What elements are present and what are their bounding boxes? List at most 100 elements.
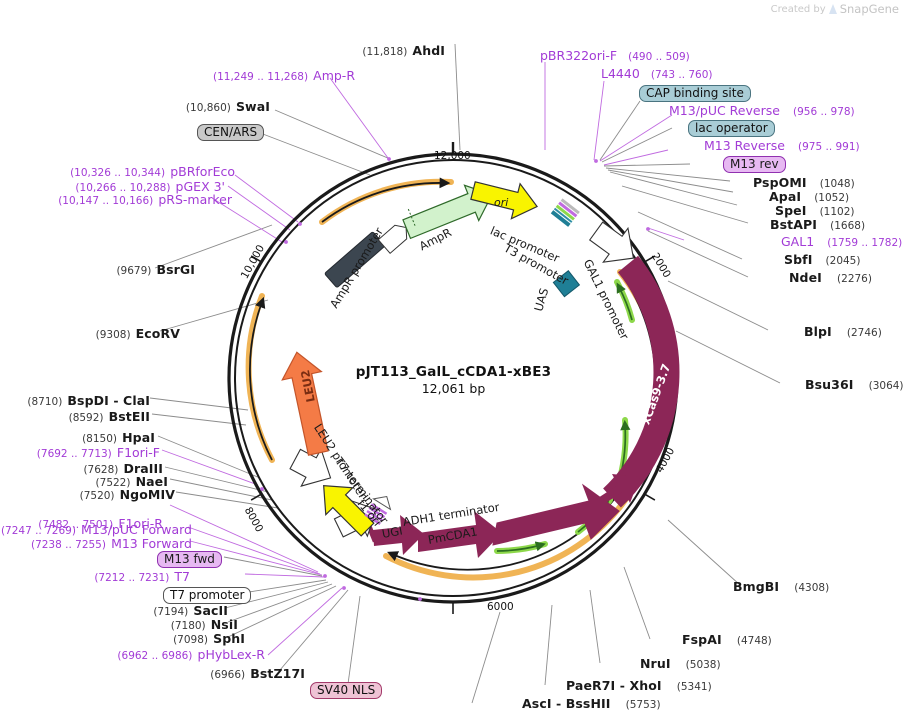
leader-lines-top-right-features: [544, 62, 685, 241]
badge-cap-binding-site-label: CAP binding site: [639, 85, 751, 102]
label-bstz17I-pos: (6966): [210, 669, 246, 681]
label-pbrforeco-name: pBRforEco: [170, 164, 235, 179]
label-ascI-bsshII[interactable]: AscI - BssHII (5753): [522, 695, 661, 712]
label-m13-reverse-name: M13 Reverse: [704, 138, 785, 153]
label-pbrforeco[interactable]: (10,326 .. 10,344) pBRforEco: [40, 163, 235, 180]
label-bspdI-name: BspDI - ClaI: [67, 393, 150, 408]
label-speI[interactable]: SpeI (1102): [775, 202, 855, 219]
label-apaI-pos: (1052): [814, 192, 850, 204]
feature-lac-t3-promoters[interactable]: [550, 198, 580, 227]
label-pgex3[interactable]: (10,266 .. 10,288) pGEX 3': [40, 178, 225, 195]
plasmid-name: pJT113_GalL_cCDA1-xBE3: [355, 364, 552, 380]
label-f1ori-f-pos: (7692 .. 7713): [36, 448, 112, 460]
feature-xcas9-tail: [492, 483, 620, 546]
label-paer7I-xhoI-pos: (5341): [676, 681, 712, 693]
badge-cap-binding-site[interactable]: CAP binding site: [639, 84, 751, 102]
label-apaI[interactable]: ApaI (1052): [769, 188, 849, 205]
label-ndeI[interactable]: NdeI (2276): [789, 269, 872, 286]
label-t7-primer[interactable]: (7212 .. 7231) T7: [0, 568, 190, 585]
badge-sv40-nls-label: SV40 NLS: [310, 682, 383, 699]
label-fspaI[interactable]: FspAI (4748): [682, 631, 772, 648]
label-hpaI-pos: (8150): [82, 433, 117, 445]
badge-m13-rev[interactable]: M13 rev: [723, 155, 786, 173]
label-pbr322ori-f-name: pBR322ori-F: [540, 48, 618, 63]
feature-xcas9[interactable]: [603, 255, 680, 508]
label-bspdI-pos: (8710): [27, 396, 63, 408]
label-ecorv-name: EcoRV: [135, 326, 180, 341]
label-m13-forward[interactable]: (7238 .. 7255) M13 Forward: [0, 535, 192, 552]
label-f1ori-f[interactable]: (7692 .. 7713) F1ori-F: [0, 444, 160, 461]
label-pgex3-pos: (10,266 .. 10,288): [75, 182, 171, 194]
label-bsu36I-pos: (3064): [868, 380, 904, 392]
label-m13puc-forward[interactable]: (7247 .. 7269) M13/pUC Forward: [0, 521, 192, 538]
label-bstapI[interactable]: BstAPI (1668): [770, 216, 865, 233]
leu2-primer-arc: [249, 296, 273, 461]
label-sacII[interactable]: (7194) SacII: [0, 602, 228, 619]
label-prs-marker[interactable]: (10,147 .. 10,166) pRS-marker: [10, 191, 232, 208]
label-m13-forward-pos: (7238 .. 7255): [30, 539, 106, 551]
label-f1ori-r[interactable]: (7482 .. 7501) F1ori-R: [0, 515, 163, 532]
label-bsrgI-pos: (9679): [116, 265, 152, 277]
label-bsrgI[interactable]: (9679) BsrGI: [35, 261, 195, 278]
label-nsiI[interactable]: (7180) NsiI: [0, 616, 238, 633]
feature-leu2[interactable]: [277, 348, 338, 457]
label-phyblex-r[interactable]: (6962 .. 6986) pHybLex-R: [0, 646, 265, 663]
label-gal1-primer[interactable]: GAL1 (1759 .. 1782): [781, 233, 902, 250]
label-sbfI[interactable]: SbfI (2045): [784, 251, 860, 268]
label-ecorv-pos: (9308): [95, 329, 131, 341]
label-fspaI-pos: (4748): [736, 635, 772, 647]
feature-ori[interactable]: [469, 173, 542, 224]
feature-leu2-promoter[interactable]: [285, 441, 340, 497]
label-draIII[interactable]: (7628) DraIII: [0, 460, 163, 477]
label-hpaI[interactable]: (8150) HpaI: [0, 429, 155, 446]
label-ngomiv[interactable]: (7520) NgoMIV: [0, 486, 175, 503]
feature-gal1-promoter[interactable]: [584, 214, 646, 275]
feature-ugi[interactable]: [373, 515, 424, 555]
feature-t7-terminator[interactable]: [363, 491, 395, 526]
label-paer7I-xhoI[interactable]: PaeR7I - XhoI (5341): [566, 677, 712, 694]
label-swaI[interactable]: (10,860) SwaI: [100, 98, 270, 115]
label-bmgbI[interactable]: BmgBI (4308): [733, 578, 829, 595]
label-sphI[interactable]: (7098) SphI: [0, 630, 245, 647]
label-m13puc-reverse[interactable]: M13/pUC Reverse (956 .. 978): [669, 102, 855, 119]
feature-ampr[interactable]: [400, 177, 500, 247]
label-l4440-name: L4440: [601, 66, 640, 81]
label-m13puc-forward-name: M13/pUC Forward: [81, 522, 192, 537]
label-l4440[interactable]: L4440 (743 .. 760): [601, 65, 713, 82]
badge-m13-fwd-label: M13 fwd: [157, 551, 222, 568]
badge-sv40-nls[interactable]: SV40 NLS: [310, 681, 383, 699]
label-blpI[interactable]: BlpI (2746): [804, 323, 882, 340]
feature-uas[interactable]: [552, 270, 581, 298]
label-bsteII[interactable]: (8592) BstEII: [0, 408, 150, 425]
label-naeI[interactable]: (7522) NaeI: [0, 473, 168, 490]
label-ahdI-pos: (11,818): [362, 46, 408, 58]
badge-m13-rev-label: M13 rev: [723, 156, 786, 173]
label-bsu36I[interactable]: Bsu36I (3064): [805, 376, 904, 393]
label-apaI-name: ApaI: [769, 189, 802, 204]
label-m13puc-reverse-pos: (956 .. 978): [793, 106, 855, 118]
label-nruI-pos: (5038): [685, 659, 721, 671]
label-nsiI-name: NsiI: [210, 617, 238, 632]
label-bstz17I[interactable]: (6966) BstZ17I: [0, 665, 305, 682]
label-m13-reverse[interactable]: M13 Reverse (975 .. 991): [704, 137, 860, 154]
badge-lac-operator[interactable]: lac operator: [688, 119, 775, 137]
label-bspdI-claI[interactable]: (8710) BspDI - ClaI: [0, 392, 150, 409]
label-ngomiv-name: NgoMIV: [119, 487, 175, 502]
label-swaI-pos: (10,860): [185, 102, 231, 114]
label-ahdI[interactable]: (11,818) AhdI: [250, 42, 445, 59]
label-amp-r[interactable]: (11,249 .. 11,268) Amp-R: [110, 67, 355, 84]
label-gal1-primer-name: GAL1: [781, 234, 815, 249]
label-nruI[interactable]: NruI (5038): [640, 655, 721, 672]
feature-pmcda1[interactable]: [418, 511, 502, 558]
badge-cen-ars[interactable]: CEN/ARS: [197, 123, 265, 141]
label-pbr322ori-f[interactable]: pBR322ori-F (490 .. 509): [540, 47, 690, 64]
leader-lines-top-right: [471, 100, 781, 704]
plasmid-size: 12,061 bp: [421, 381, 486, 396]
feature-ampr-linker: [377, 224, 408, 255]
label-t7-primer-name: T7: [174, 569, 190, 584]
badge-m13-fwd[interactable]: M13 fwd: [157, 550, 222, 568]
badge-t7-promoter[interactable]: T7 promoter: [163, 586, 252, 604]
label-ecorv[interactable]: (9308) EcoRV: [15, 325, 180, 342]
label-pspomI[interactable]: PspOMI (1048): [753, 174, 855, 191]
